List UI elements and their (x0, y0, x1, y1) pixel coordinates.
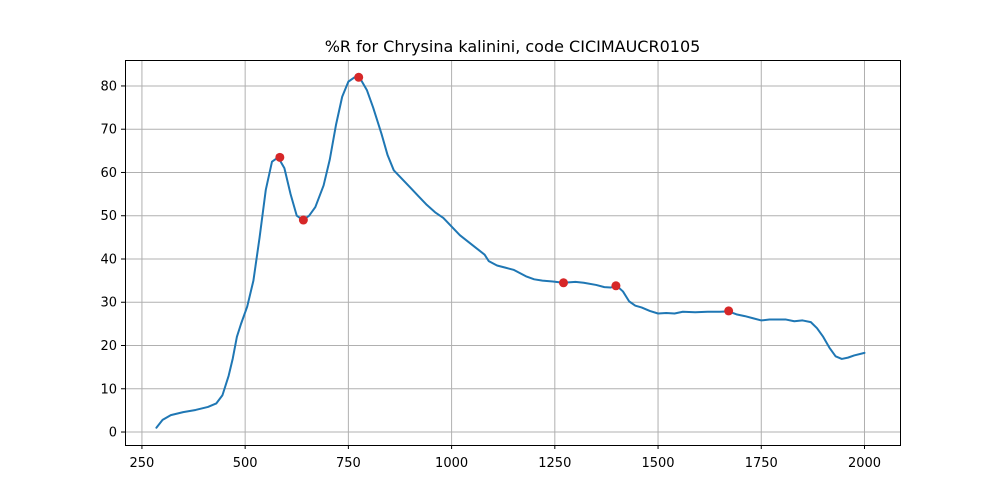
x-tick-label: 1750 (745, 456, 778, 471)
y-axis: 0 10 20 30 40 50 60 70 80 (100, 79, 125, 441)
y-tick-label: 10 (100, 382, 117, 397)
x-tick-label: 250 (130, 456, 155, 471)
series-layer (155, 76, 866, 429)
y-tick-label: 0 (109, 426, 117, 441)
peak-marker (558, 278, 568, 288)
y-tick-label: 30 (100, 296, 117, 311)
chart-title: %R for Chrysina kalinini, code CICIMAUCR… (325, 37, 701, 56)
peak-marker (611, 281, 621, 291)
x-axis: 250 500 750 1000 1250 1500 1750 2000 (130, 445, 881, 471)
spectrum-line (155, 76, 866, 429)
plot-frame (125, 60, 901, 446)
y-tick-label: 40 (100, 252, 117, 267)
y-tick-label: 20 (100, 339, 117, 354)
grid-lines (125, 60, 900, 445)
peak-marker (275, 152, 285, 162)
x-tick-label: 2000 (848, 456, 881, 471)
peak-marker (354, 72, 364, 82)
y-tick-label: 80 (100, 79, 117, 94)
peak-marker (298, 215, 308, 225)
x-tick-label: 1000 (435, 456, 468, 471)
x-tick-label: 1250 (538, 456, 571, 471)
y-tick-label: 50 (100, 209, 117, 224)
x-tick-label: 750 (336, 456, 361, 471)
y-tick-label: 60 (100, 166, 117, 181)
x-tick-label: 1500 (641, 456, 674, 471)
y-tick-label: 70 (100, 123, 117, 138)
peak-marker (724, 306, 734, 316)
x-tick-label: 500 (233, 456, 258, 471)
marker-layer (275, 72, 734, 316)
